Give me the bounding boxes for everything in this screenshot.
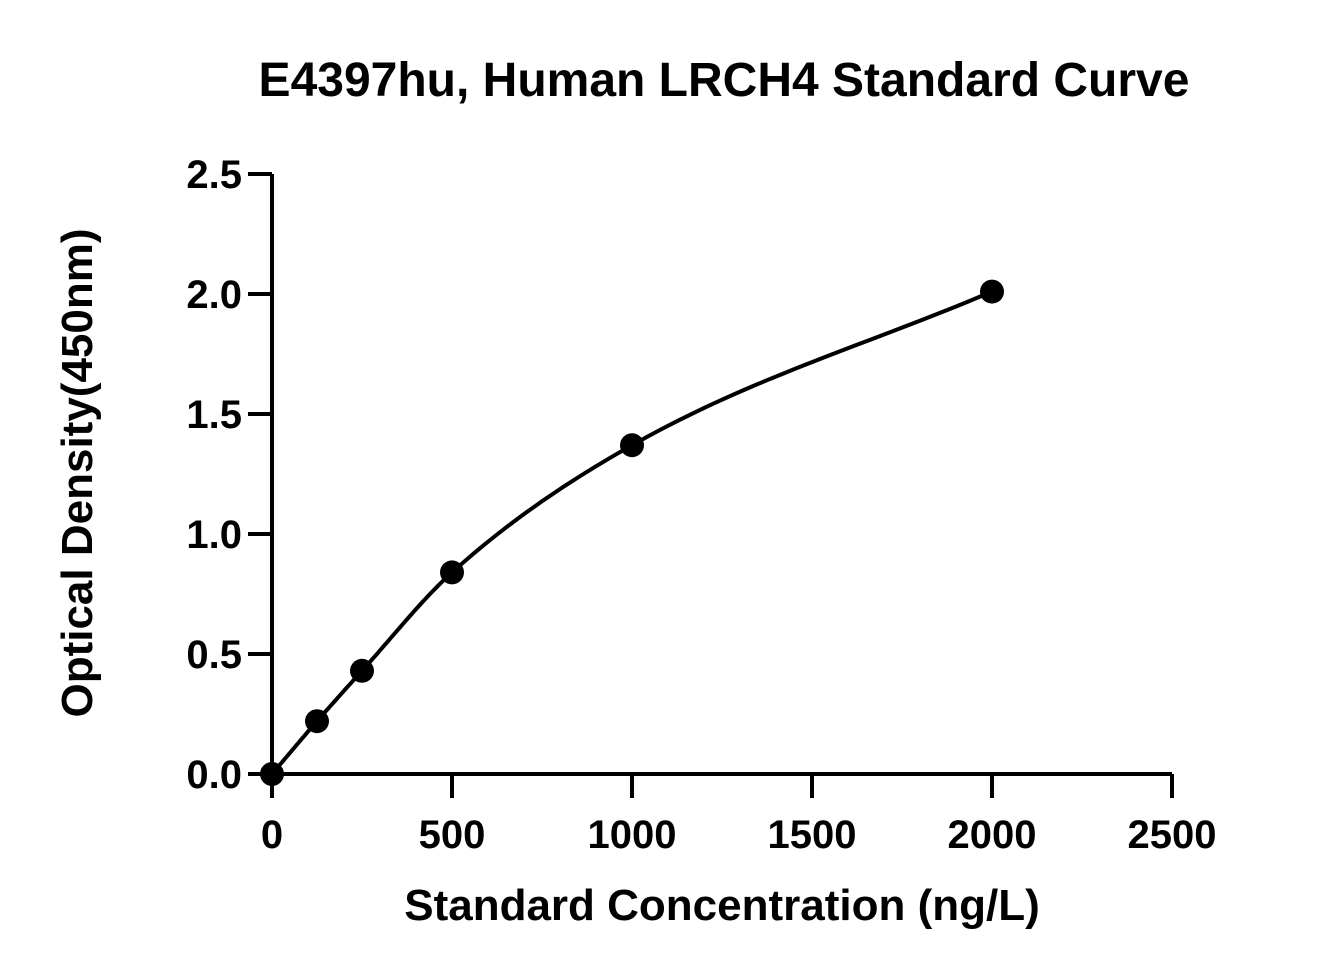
data-point xyxy=(620,433,644,458)
axes xyxy=(270,174,1172,776)
y-tick-label: 1.5 xyxy=(186,393,242,437)
fit-curve-layer xyxy=(270,289,993,776)
x-tick-label: 0 xyxy=(261,813,283,857)
x-tick-label: 2000 xyxy=(948,813,1037,857)
data-point xyxy=(980,279,1004,304)
data-point xyxy=(260,762,284,786)
x-axis-label: Standard Concentration (ng/L) xyxy=(404,881,1040,930)
x-tick-label: 500 xyxy=(419,813,486,857)
x-tick-label: 1000 xyxy=(588,813,677,857)
data-point xyxy=(440,560,464,585)
x-tick-label: 2500 xyxy=(1128,813,1217,857)
y-tick-label: 0.0 xyxy=(186,753,242,797)
data-point xyxy=(350,658,374,683)
y-tick-label: 1.0 xyxy=(186,513,242,557)
x-tick-label: 1500 xyxy=(768,813,857,857)
fit-curve xyxy=(270,289,993,776)
y-tick-label: 2.5 xyxy=(186,153,242,197)
y-tick-label: 2.0 xyxy=(186,273,242,317)
y-tick-label: 0.5 xyxy=(186,633,242,677)
ticks: 0 500 1000 1500 2000 2500 0.0 0.5 1.0 1.5 2.0 2.5 xyxy=(186,153,1216,857)
data-point xyxy=(305,709,329,734)
chart-title: E4397hu, Human LRCH4 Standard Curve xyxy=(259,54,1190,107)
data-points xyxy=(260,279,1004,786)
y-axis-label: Optical Density(450nm) xyxy=(53,228,102,717)
